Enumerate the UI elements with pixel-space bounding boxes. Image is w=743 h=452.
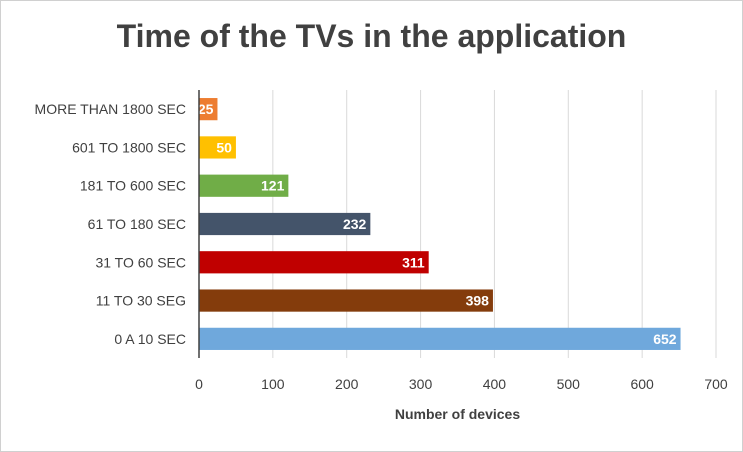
data-label: 25 <box>198 101 214 117</box>
data-label: 652 <box>653 331 677 347</box>
bar <box>199 212 371 236</box>
bar <box>199 174 289 197</box>
x-tick-label: 500 <box>557 376 581 392</box>
category-label: 601 TO 1800 SEC <box>72 139 186 155</box>
x-tick-label: 300 <box>409 376 433 392</box>
category-label: 61 TO 180 SEC <box>88 216 186 232</box>
category-label: 31 TO 60 SEC <box>95 254 186 270</box>
gridlines <box>272 90 717 358</box>
x-tick-label: 0 <box>195 376 203 392</box>
x-tick-label: 400 <box>483 376 507 392</box>
data-label: 398 <box>466 293 490 309</box>
bar <box>199 136 236 159</box>
data-label: 311 <box>402 254 425 270</box>
x-tick-label: 700 <box>704 376 728 392</box>
bar <box>199 251 429 274</box>
bar <box>199 327 681 350</box>
x-tick-labels: 0 100 200 300 400 500 600 700 <box>195 376 728 392</box>
bar <box>199 98 218 121</box>
data-label: 232 <box>343 216 367 232</box>
x-tick-label: 600 <box>630 376 654 392</box>
data-label: 50 <box>216 139 232 155</box>
category-label: 11 TO 30 SEG <box>96 293 186 309</box>
x-tick-label: 200 <box>335 376 359 392</box>
category-label: 181 TO 600 SEC <box>80 178 186 194</box>
category-label: MORE THAN 1800 SEC <box>35 101 186 117</box>
bars: 652 398 311 232 121 50 25 <box>198 98 681 350</box>
chart-title: Time of the TVs in the application <box>116 18 627 54</box>
bar <box>199 289 493 312</box>
category-label: 0 A 10 SEC <box>114 331 186 347</box>
data-label: 121 <box>261 178 285 194</box>
category-labels: 0 A 10 SEC 11 TO 30 SEG 31 TO 60 SEC 61 TO … <box>35 101 186 347</box>
x-tick-label: 100 <box>261 376 285 392</box>
x-axis-label: Number of devices <box>395 406 520 422</box>
